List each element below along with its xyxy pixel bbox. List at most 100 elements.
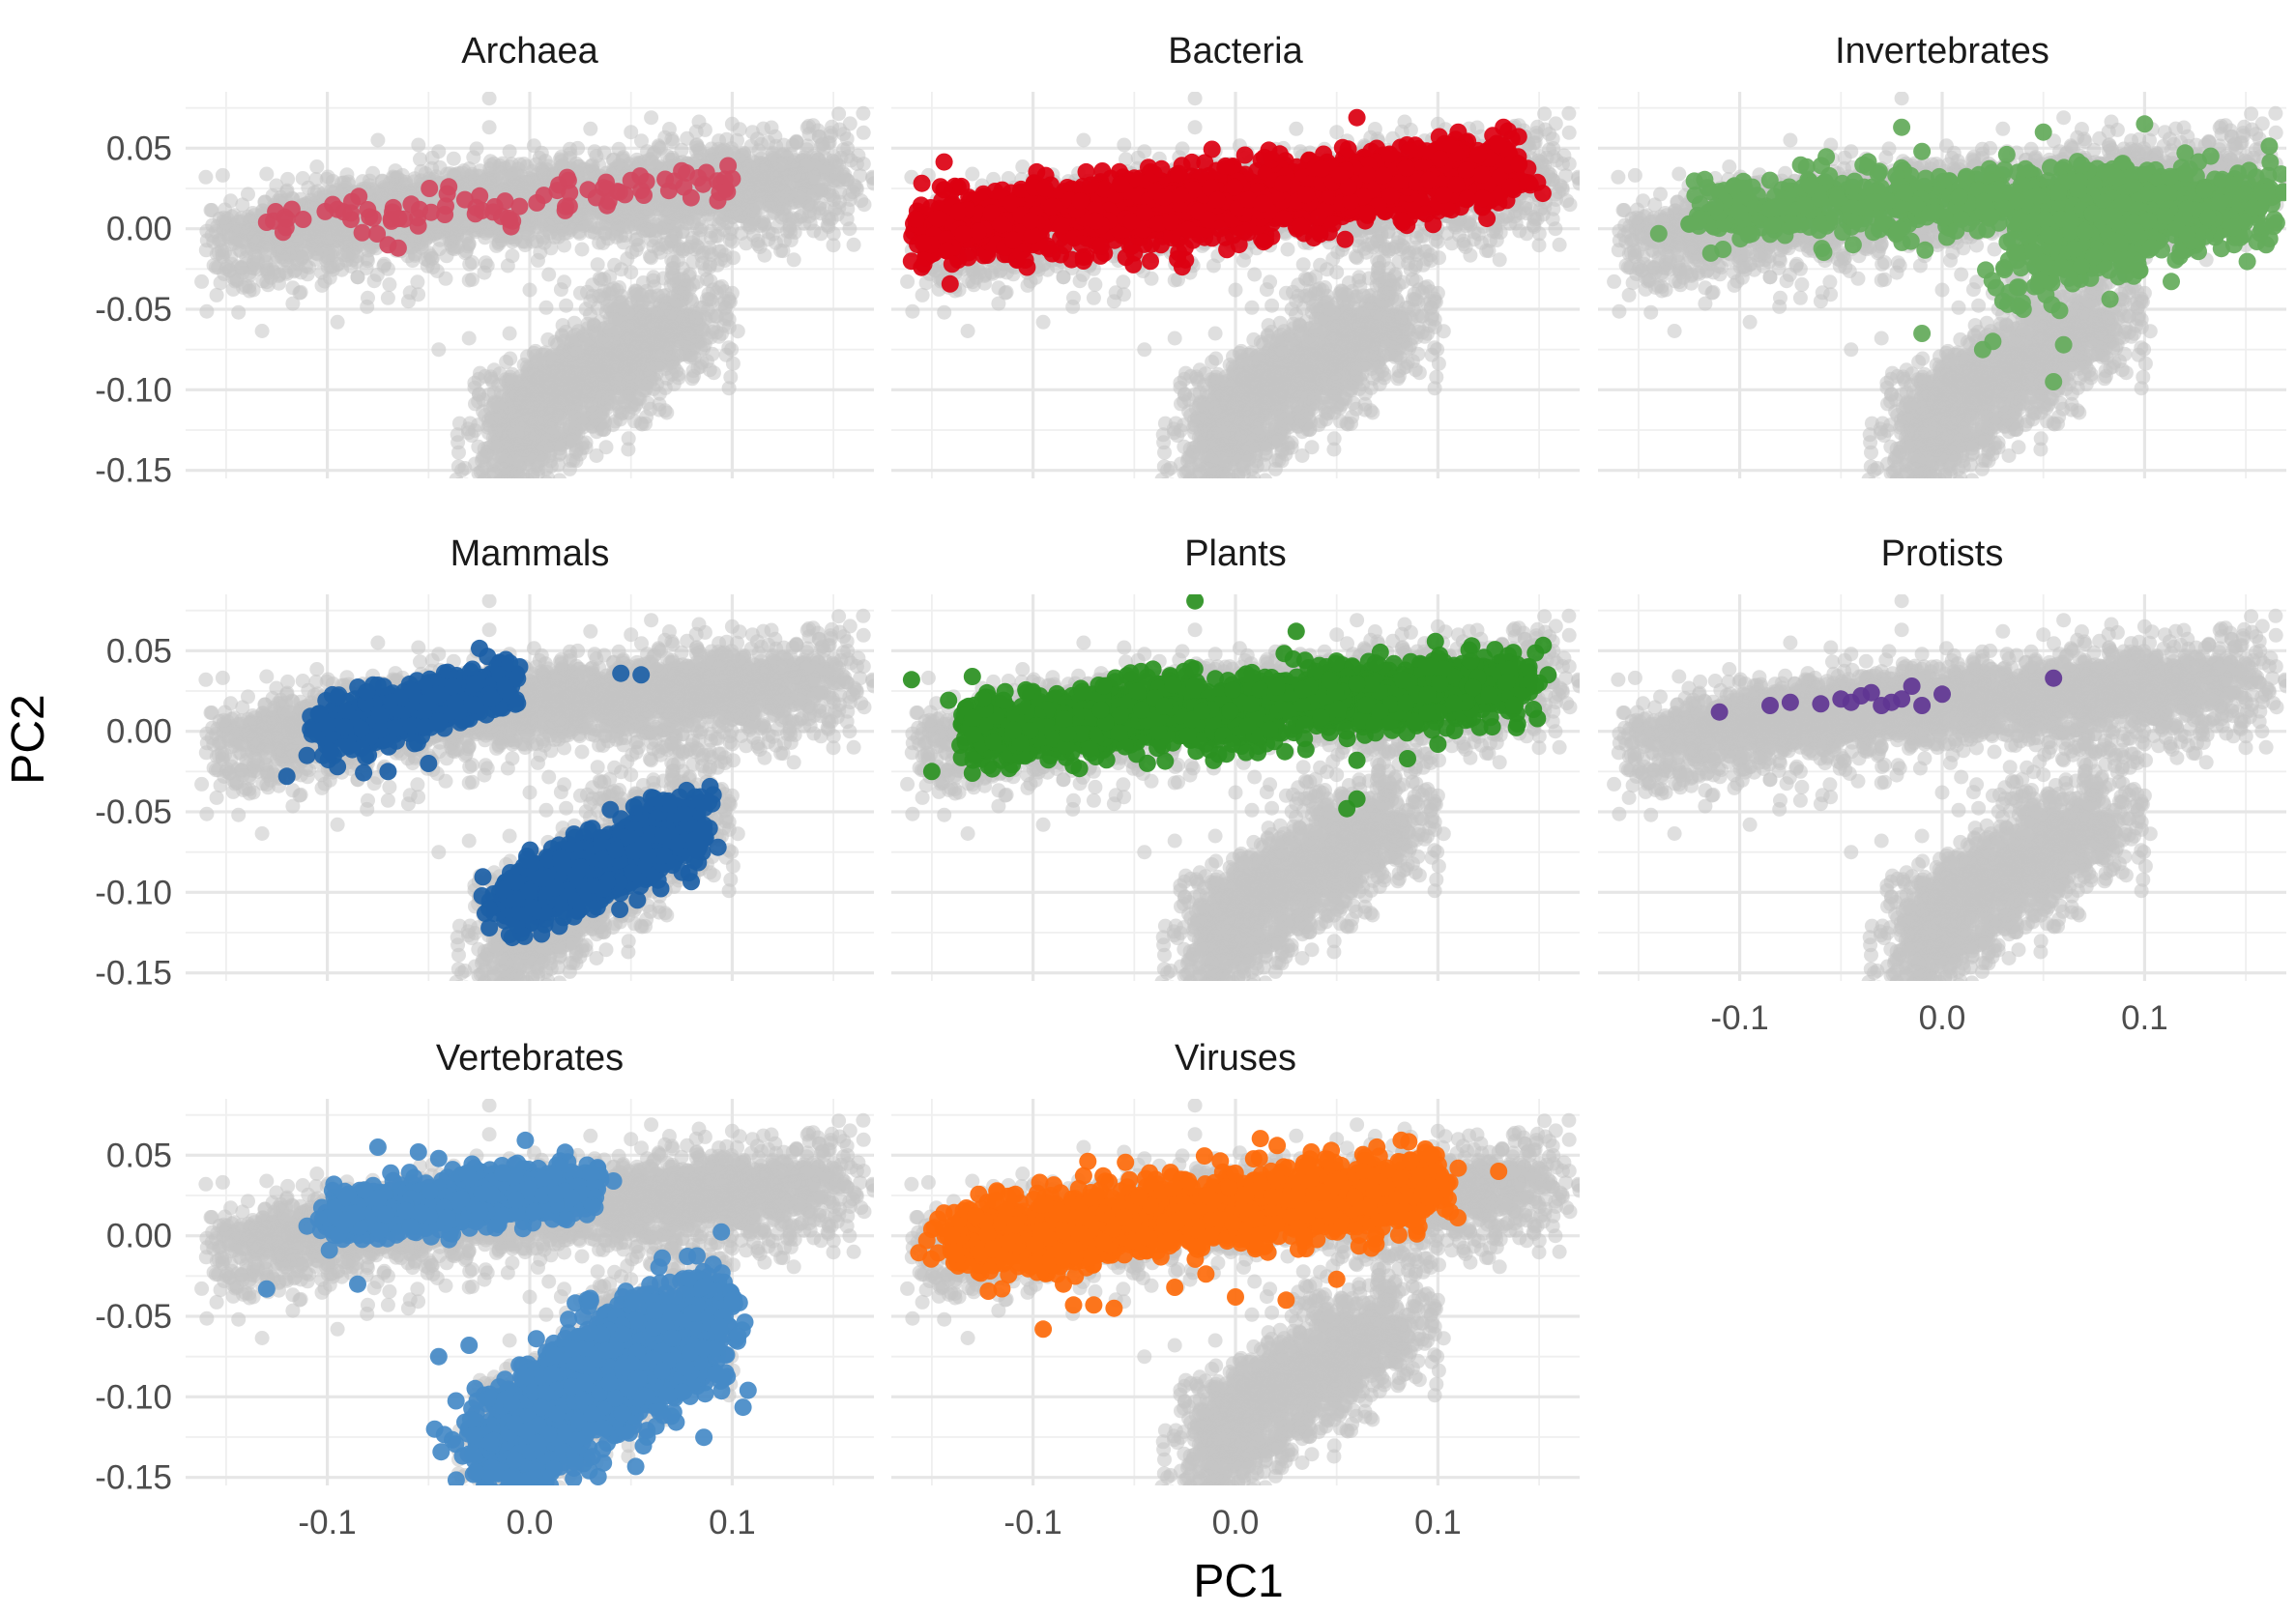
background-point (550, 336, 566, 352)
background-point (215, 167, 230, 183)
background-point (484, 411, 499, 426)
background-point (724, 285, 740, 301)
background-point (624, 265, 639, 280)
background-point (496, 501, 510, 515)
background-point (502, 326, 517, 341)
background-point (254, 324, 270, 338)
background-point (619, 332, 634, 348)
background-point (657, 403, 673, 418)
background-point (705, 346, 720, 361)
background-point (718, 308, 734, 324)
background-point (481, 387, 497, 402)
background-point (621, 431, 636, 446)
background-point (682, 326, 696, 341)
background-point (552, 473, 567, 478)
background-point (585, 288, 600, 303)
background-point (574, 441, 590, 456)
background-point (598, 440, 614, 455)
background-point (453, 483, 468, 498)
background-point (757, 247, 772, 263)
background-point (554, 154, 568, 169)
background-point (471, 486, 485, 501)
background-point (594, 273, 609, 287)
background-point (549, 348, 565, 363)
background-point (567, 315, 582, 331)
background-point (454, 477, 463, 478)
background-point (586, 405, 601, 420)
background-point (553, 282, 568, 298)
background-point (280, 171, 296, 187)
background-point (478, 459, 493, 475)
background-point (521, 398, 537, 414)
background-point (489, 480, 504, 495)
background-point (590, 257, 605, 273)
background-point (295, 171, 310, 186)
background-point (503, 351, 518, 366)
background-point (269, 178, 284, 193)
background-point (587, 144, 602, 159)
background-point (508, 485, 522, 500)
background-point (765, 226, 780, 242)
background-point (583, 121, 598, 136)
background-point (668, 293, 683, 308)
background-point (571, 224, 587, 240)
background-point (721, 340, 737, 356)
background-point (578, 302, 594, 317)
background-point (507, 502, 521, 516)
background-point (540, 471, 556, 478)
background-point (580, 316, 596, 331)
background-point (485, 398, 501, 414)
background-point (481, 476, 492, 478)
background-point (556, 382, 571, 397)
background-point (627, 414, 642, 429)
background-point (538, 300, 554, 315)
background-point (643, 401, 658, 417)
background-point (504, 496, 518, 510)
background-point (634, 133, 649, 149)
background-point (620, 251, 635, 267)
background-point (644, 110, 659, 126)
background-point (626, 347, 642, 361)
background-point (600, 299, 615, 314)
background-point (535, 430, 549, 446)
background-point (241, 187, 255, 202)
background-point (635, 310, 651, 326)
background-point (655, 327, 671, 342)
background-point (601, 319, 617, 334)
background-point (664, 270, 679, 285)
background-point (559, 298, 574, 313)
background-point (463, 477, 469, 478)
background-point (388, 163, 403, 179)
background-point (453, 492, 468, 506)
background-point (454, 463, 470, 478)
background-point (623, 365, 637, 381)
background-point (380, 290, 395, 305)
background-point (671, 348, 686, 363)
background-point (521, 448, 537, 464)
background-point (539, 370, 554, 386)
background-point (469, 497, 483, 511)
background-point (466, 150, 481, 165)
background-point (204, 203, 219, 217)
background-point (535, 411, 550, 426)
background-point (596, 362, 612, 378)
background-point (309, 159, 325, 174)
background-point (528, 481, 542, 496)
background-point (481, 120, 497, 135)
background-point (624, 125, 639, 140)
background-point (461, 331, 477, 346)
background-point (330, 314, 345, 330)
background-point (603, 396, 619, 412)
background-point (666, 360, 682, 375)
background-point (487, 436, 503, 451)
background-point (504, 480, 518, 495)
background-point (628, 242, 644, 257)
background-point (491, 481, 506, 496)
background-point (465, 272, 480, 287)
background-point (723, 369, 739, 385)
background-point (721, 381, 737, 396)
background-point (621, 442, 636, 457)
background-point (642, 248, 657, 264)
